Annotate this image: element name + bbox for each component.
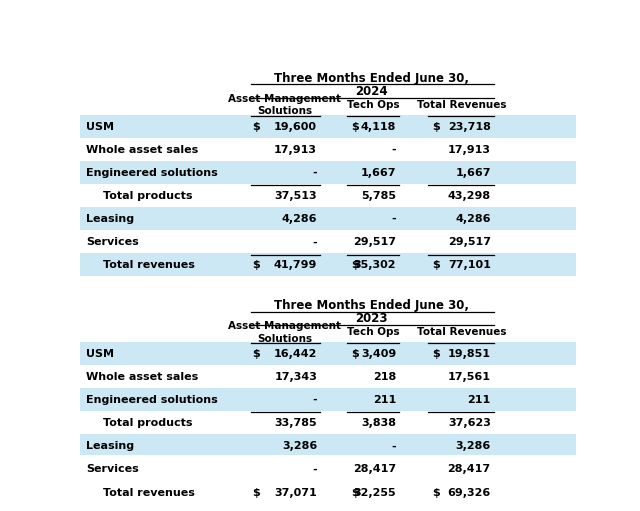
- Bar: [80, 161, 576, 184]
- Bar: [80, 138, 576, 161]
- Text: 23,718: 23,718: [448, 122, 491, 132]
- Bar: [80, 457, 576, 480]
- Bar: [80, 115, 576, 138]
- Text: 69,326: 69,326: [447, 487, 491, 498]
- Text: $: $: [433, 261, 440, 270]
- Text: -: -: [392, 145, 396, 155]
- Text: Total Revenues: Total Revenues: [417, 100, 506, 110]
- Text: -: -: [312, 237, 317, 247]
- Text: 2023: 2023: [355, 312, 388, 325]
- Text: Three Months Ended June 30,: Three Months Ended June 30,: [274, 72, 469, 85]
- Text: Leasing: Leasing: [86, 214, 134, 224]
- Text: 17,913: 17,913: [448, 145, 491, 155]
- Text: Total products: Total products: [103, 191, 193, 201]
- Text: 17,343: 17,343: [275, 372, 317, 382]
- Text: Whole asset sales: Whole asset sales: [86, 145, 198, 155]
- Bar: [80, 184, 576, 207]
- Text: Total Revenues: Total Revenues: [417, 328, 506, 337]
- Text: $: $: [351, 122, 359, 132]
- Bar: [80, 207, 576, 230]
- Bar: [80, 388, 576, 411]
- Bar: [80, 480, 576, 504]
- Text: 4,286: 4,286: [282, 214, 317, 224]
- Text: -: -: [312, 395, 317, 405]
- Text: 19,600: 19,600: [274, 122, 317, 132]
- Text: 1,667: 1,667: [361, 168, 396, 178]
- Text: 2024: 2024: [355, 85, 388, 98]
- Text: Engineered solutions: Engineered solutions: [86, 395, 218, 405]
- Text: Whole asset sales: Whole asset sales: [86, 372, 198, 382]
- Text: Asset Management
Solutions: Asset Management Solutions: [228, 94, 341, 117]
- Text: 17,561: 17,561: [448, 372, 491, 382]
- Text: 37,513: 37,513: [275, 191, 317, 201]
- Bar: [80, 434, 576, 457]
- Text: Three Months Ended June 30,: Three Months Ended June 30,: [274, 299, 469, 312]
- Text: 1,667: 1,667: [455, 168, 491, 178]
- Text: Engineered solutions: Engineered solutions: [86, 168, 218, 178]
- Text: 218: 218: [373, 372, 396, 382]
- Text: Total revenues: Total revenues: [103, 261, 195, 270]
- Text: Leasing: Leasing: [86, 442, 134, 451]
- Text: $: $: [252, 122, 260, 132]
- Text: $: $: [351, 487, 359, 498]
- Text: Services: Services: [86, 237, 139, 247]
- Text: 32,255: 32,255: [353, 487, 396, 498]
- Text: Tech Ops: Tech Ops: [348, 100, 400, 110]
- Text: Services: Services: [86, 464, 139, 474]
- Text: 3,286: 3,286: [456, 442, 491, 451]
- Text: 5,785: 5,785: [361, 191, 396, 201]
- Text: 211: 211: [373, 395, 396, 405]
- Text: 37,623: 37,623: [448, 418, 491, 428]
- Text: $: $: [433, 487, 440, 498]
- Text: 3,409: 3,409: [361, 349, 396, 359]
- Text: 29,517: 29,517: [448, 237, 491, 247]
- Text: 16,442: 16,442: [274, 349, 317, 359]
- Bar: [80, 365, 576, 388]
- Text: 3,286: 3,286: [282, 442, 317, 451]
- Text: 41,799: 41,799: [274, 261, 317, 270]
- Text: -: -: [312, 464, 317, 474]
- Text: 35,302: 35,302: [354, 261, 396, 270]
- Text: 43,298: 43,298: [447, 191, 491, 201]
- Bar: [80, 411, 576, 434]
- Text: -: -: [312, 168, 317, 178]
- Bar: [80, 342, 576, 365]
- Bar: [80, 230, 576, 253]
- Text: USM: USM: [86, 349, 114, 359]
- Text: $: $: [351, 261, 359, 270]
- Text: 19,851: 19,851: [448, 349, 491, 359]
- Text: USM: USM: [86, 122, 114, 132]
- Text: 4,118: 4,118: [361, 122, 396, 132]
- Text: 77,101: 77,101: [448, 261, 491, 270]
- Text: $: $: [252, 349, 260, 359]
- Text: Total revenues: Total revenues: [103, 487, 195, 498]
- Text: -: -: [392, 214, 396, 224]
- Text: 17,913: 17,913: [274, 145, 317, 155]
- Text: $: $: [252, 261, 260, 270]
- Text: 28,417: 28,417: [353, 464, 396, 474]
- Text: $: $: [433, 122, 440, 132]
- Text: 211: 211: [467, 395, 491, 405]
- Text: 28,417: 28,417: [447, 464, 491, 474]
- Text: $: $: [351, 349, 359, 359]
- Bar: [80, 253, 576, 276]
- Text: 37,071: 37,071: [275, 487, 317, 498]
- Text: $: $: [252, 487, 260, 498]
- Text: -: -: [392, 442, 396, 451]
- Text: 33,785: 33,785: [275, 418, 317, 428]
- Text: Asset Management
Solutions: Asset Management Solutions: [228, 321, 341, 343]
- Text: Total products: Total products: [103, 418, 193, 428]
- Text: 29,517: 29,517: [353, 237, 396, 247]
- Text: $: $: [433, 349, 440, 359]
- Text: 3,838: 3,838: [361, 418, 396, 428]
- Text: Tech Ops: Tech Ops: [348, 328, 400, 337]
- Text: 4,286: 4,286: [455, 214, 491, 224]
